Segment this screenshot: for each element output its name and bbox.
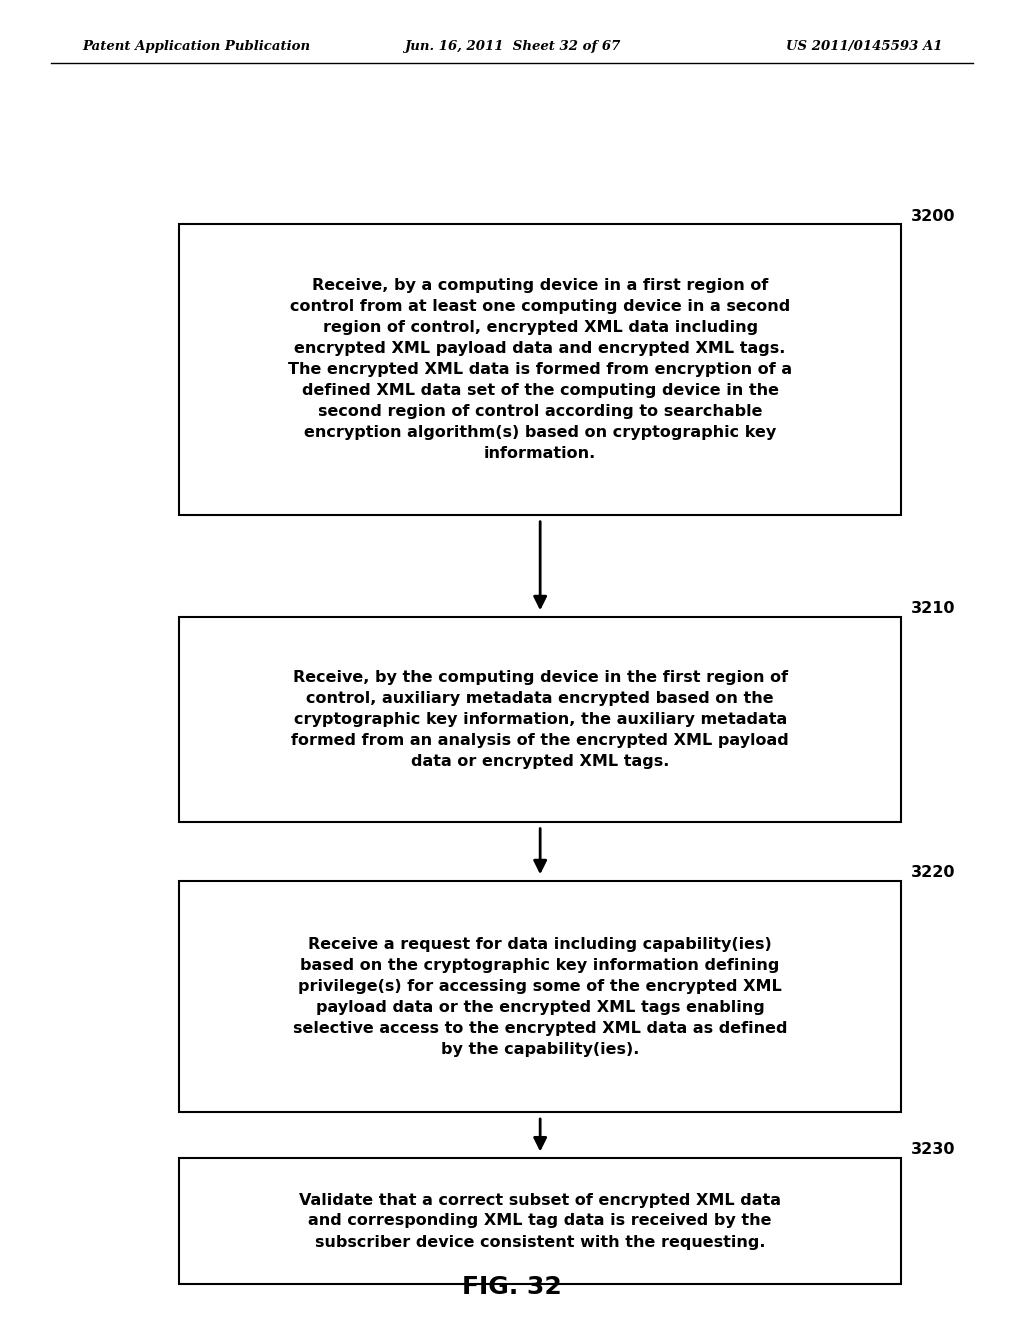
Text: Receive, by a computing device in a first region of
control from at least one co: Receive, by a computing device in a firs… — [288, 279, 793, 461]
Text: FIG. 32: FIG. 32 — [462, 1275, 562, 1299]
FancyBboxPatch shape — [179, 618, 901, 821]
Text: Receive, by the computing device in the first region of
control, auxiliary metad: Receive, by the computing device in the … — [291, 671, 790, 768]
FancyBboxPatch shape — [179, 882, 901, 1111]
Text: US 2011/0145593 A1: US 2011/0145593 A1 — [785, 40, 942, 53]
FancyBboxPatch shape — [179, 1159, 901, 1283]
FancyBboxPatch shape — [179, 224, 901, 515]
Text: Patent Application Publication: Patent Application Publication — [82, 40, 310, 53]
Text: Validate that a correct subset of encrypted XML data
and corresponding XML tag d: Validate that a correct subset of encryp… — [299, 1192, 781, 1250]
Text: 3210: 3210 — [911, 602, 955, 616]
Text: 3220: 3220 — [911, 866, 955, 880]
Text: Receive a request for data including capability(ies)
based on the cryptographic : Receive a request for data including cap… — [293, 937, 787, 1056]
Text: 3200: 3200 — [911, 209, 955, 223]
Text: 3230: 3230 — [911, 1142, 955, 1158]
Text: Jun. 16, 2011  Sheet 32 of 67: Jun. 16, 2011 Sheet 32 of 67 — [403, 40, 621, 53]
